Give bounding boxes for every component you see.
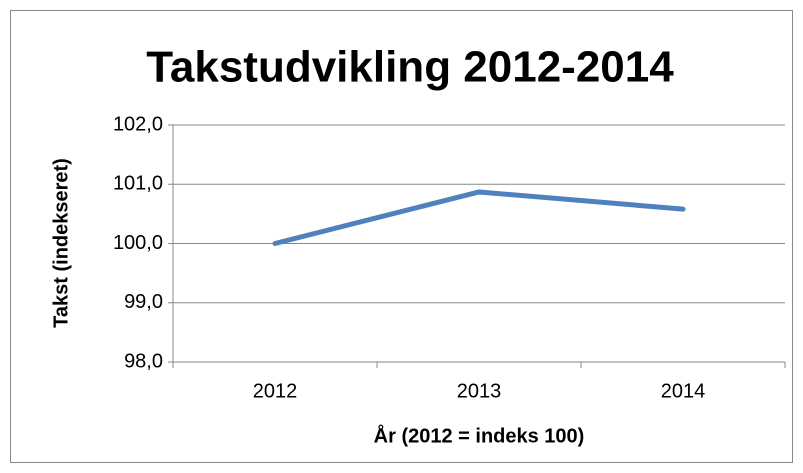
chart-title: Takstudvikling 2012-2014 [146,43,674,92]
y-tick-label: 99,0 [124,291,163,313]
x-tick-label: 2014 [661,380,706,402]
y-tick-label: 102,0 [113,113,163,135]
x-tick-label: 2013 [457,380,502,402]
y-axis-label: Takst (indekseret) [50,158,72,328]
x-axis-label: År (2012 = indeks 100) [374,423,585,447]
y-tick-label: 98,0 [124,350,163,372]
x-tick-label: 2012 [253,380,298,402]
line-series [272,189,686,246]
y-tick-label: 101,0 [113,173,163,195]
chart-border [10,10,793,463]
y-tick-label: 100,0 [113,232,163,254]
